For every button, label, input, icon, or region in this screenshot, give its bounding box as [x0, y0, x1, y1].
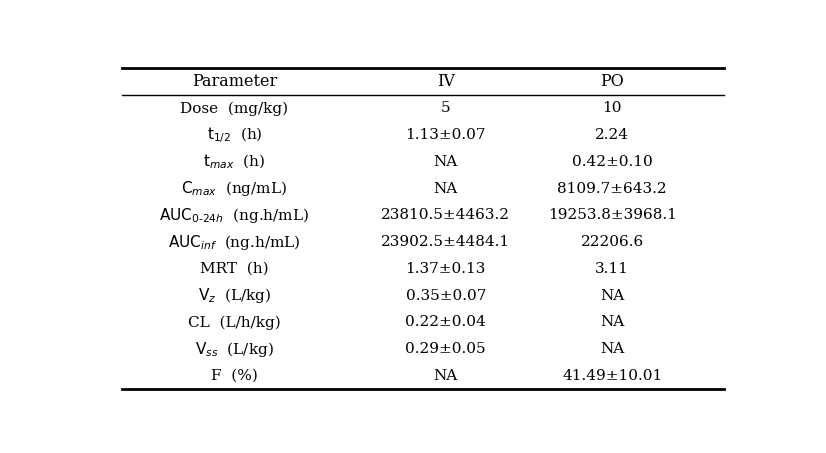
Text: $\mathrm{V}_{z}$  (L/kg): $\mathrm{V}_{z}$ (L/kg): [198, 286, 271, 305]
Text: 1.13±0.07: 1.13±0.07: [406, 128, 486, 142]
Text: NA: NA: [434, 369, 458, 383]
Text: PO: PO: [601, 73, 624, 90]
Text: IV: IV: [437, 73, 454, 90]
Text: NA: NA: [434, 155, 458, 169]
Text: $\mathrm{AUC}_{0\text{-}24h}$  (ng.h/mL): $\mathrm{AUC}_{0\text{-}24h}$ (ng.h/mL): [159, 206, 310, 225]
Text: Dose  (mg/kg): Dose (mg/kg): [180, 101, 288, 116]
Text: 22206.6: 22206.6: [581, 235, 643, 249]
Text: F  (%): F (%): [211, 369, 258, 383]
Text: NA: NA: [434, 182, 458, 196]
Text: CL  (L/h/kg): CL (L/h/kg): [188, 315, 281, 330]
Text: $\mathrm{AUC}_{inf}$  (ng.h/mL): $\mathrm{AUC}_{inf}$ (ng.h/mL): [169, 233, 301, 251]
Text: 0.42±0.10: 0.42±0.10: [572, 155, 653, 169]
Text: $\mathrm{V}_{ss}$  (L/kg): $\mathrm{V}_{ss}$ (L/kg): [195, 340, 274, 359]
Text: 2.24: 2.24: [596, 128, 629, 142]
Text: 0.22±0.04: 0.22±0.04: [406, 315, 487, 329]
Text: 41.49±10.01: 41.49±10.01: [562, 369, 662, 383]
Text: 23810.5±4463.2: 23810.5±4463.2: [382, 208, 510, 222]
Text: 0.35±0.07: 0.35±0.07: [406, 289, 486, 303]
Text: Parameter: Parameter: [192, 73, 277, 90]
Text: 8109.7±643.2: 8109.7±643.2: [558, 182, 667, 196]
Text: MRT  (h): MRT (h): [200, 262, 268, 276]
Text: 5: 5: [441, 101, 450, 116]
Text: NA: NA: [600, 289, 624, 303]
Text: 19253.8±3968.1: 19253.8±3968.1: [548, 208, 676, 222]
Text: $\mathrm{t}_{max}$  (h): $\mathrm{t}_{max}$ (h): [203, 153, 265, 171]
Text: $\mathrm{t}_{1/2}$  (h): $\mathrm{t}_{1/2}$ (h): [206, 125, 263, 145]
Text: 23902.5±4484.1: 23902.5±4484.1: [381, 235, 510, 249]
Text: NA: NA: [600, 342, 624, 356]
Text: 3.11: 3.11: [596, 262, 629, 276]
Text: $\mathrm{C}_{max}$  (ng/mL): $\mathrm{C}_{max}$ (ng/mL): [182, 179, 287, 198]
Text: 10: 10: [602, 101, 622, 116]
Text: 1.37±0.13: 1.37±0.13: [406, 262, 486, 276]
Text: NA: NA: [600, 315, 624, 329]
Text: 0.29±0.05: 0.29±0.05: [406, 342, 486, 356]
